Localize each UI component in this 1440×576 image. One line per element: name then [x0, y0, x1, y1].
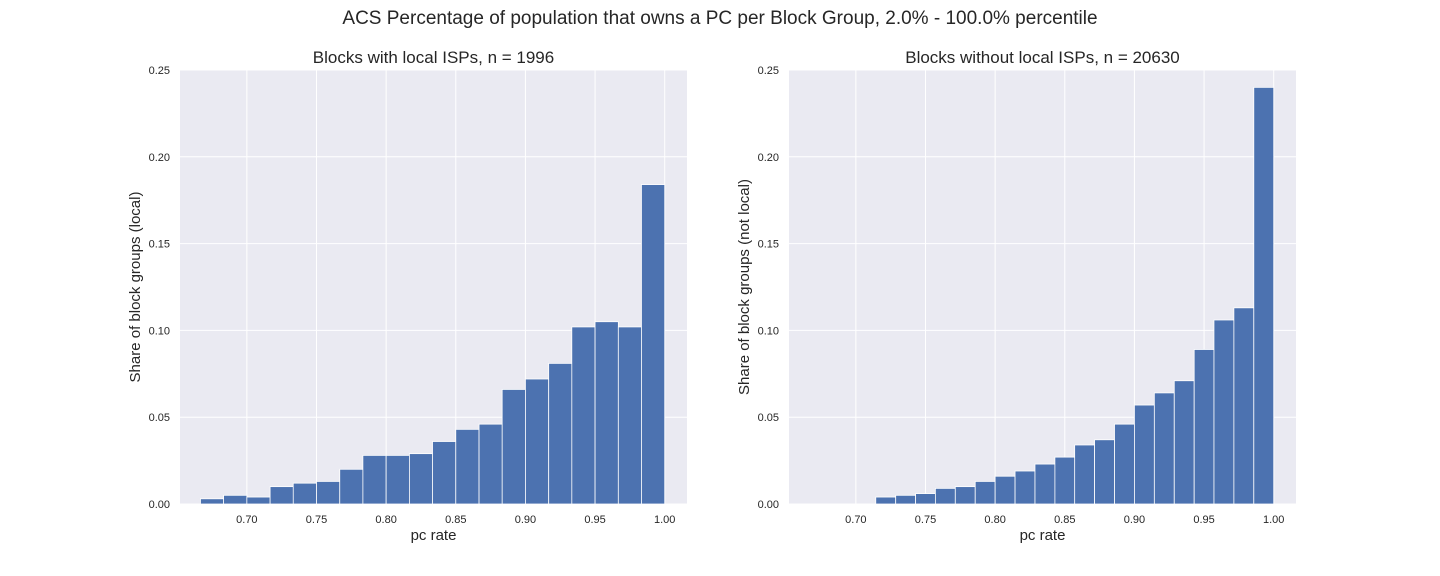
histogram-bar: [385, 454, 410, 505]
histogram-bar: [1054, 456, 1076, 505]
histogram-bar: [501, 389, 526, 505]
histogram-bar: [455, 428, 480, 505]
histogram-bar: [994, 475, 1016, 505]
histogram-bar: [292, 482, 317, 505]
histogram-bar: [525, 378, 550, 505]
histogram-bar: [409, 453, 434, 505]
histogram-bar: [594, 321, 619, 505]
histogram-bar: [875, 496, 897, 505]
histogram-bar: [246, 496, 271, 505]
histogram-bar: [223, 494, 248, 505]
panel-local: 0.00 0.05 0.10 0.15 0.20 0.25 0.70 0.75 0.80 0.85…: [127, 48, 687, 544]
histogram-bar: [1193, 349, 1215, 505]
histogram-bar: [954, 486, 976, 505]
y-tick-label: 0.20: [149, 152, 170, 164]
y-tick-label: 0.25: [758, 65, 779, 77]
y-tick-label: 0.15: [149, 239, 170, 251]
histogram-bar: [432, 441, 457, 505]
histogram-bar: [1114, 423, 1135, 505]
panel-title: Blocks with local ISPs, n = 1996: [313, 48, 554, 67]
x-tick-label: 0.85: [445, 514, 466, 526]
x-tick-label: 0.80: [984, 514, 1005, 526]
x-tick-label: 0.75: [915, 514, 936, 526]
y-tick-label: 0.00: [149, 499, 170, 511]
histogram-bar: [1253, 86, 1275, 505]
histogram-bar: [1134, 404, 1155, 505]
histogram-bar: [617, 326, 642, 505]
histogram-bar: [339, 468, 364, 505]
x-tick-label: 0.70: [845, 514, 866, 526]
x-tick-label: 0.90: [1124, 514, 1145, 526]
histogram-bar: [362, 454, 387, 505]
panel-title: Blocks without local ISPs, n = 20630: [905, 48, 1180, 67]
x-tick-label: 0.95: [1193, 514, 1214, 526]
x-tick-label: 1.00: [654, 514, 675, 526]
y-axis-label: Share of block groups (local): [127, 192, 144, 383]
y-axis-label: Share of block groups (not local): [736, 179, 753, 395]
histogram-bar: [1014, 470, 1036, 505]
x-tick-label: 0.95: [584, 514, 605, 526]
y-tick-label: 0.15: [758, 239, 779, 251]
histogram-bar: [1094, 439, 1115, 505]
y-tick-label: 0.05: [758, 412, 779, 424]
y-tick-label: 0.10: [758, 325, 779, 337]
histogram-bar: [1233, 307, 1255, 505]
histogram-bar: [571, 326, 596, 505]
y-tick-label: 0.10: [149, 325, 170, 337]
x-tick-label: 0.85: [1054, 514, 1075, 526]
histogram-bar: [1213, 319, 1235, 505]
histogram-bar: [200, 498, 225, 505]
histogram-bar: [895, 494, 917, 505]
y-tick-label: 0.00: [758, 499, 779, 511]
histogram-bar: [1034, 463, 1056, 505]
x-axis-label: pc rate: [411, 527, 457, 544]
y-tick-label: 0.05: [149, 412, 170, 424]
histogram-bar: [316, 481, 341, 505]
histogram-bar: [548, 362, 573, 505]
histogram-bar: [974, 481, 996, 505]
histogram-bar: [478, 423, 503, 505]
figure-title: ACS Percentage of population that owns a…: [342, 8, 1098, 29]
x-tick-label: 0.70: [236, 514, 257, 526]
histogram-bar: [934, 487, 956, 505]
histogram-bar: [641, 184, 666, 505]
x-axis-label: pc rate: [1020, 527, 1066, 544]
x-tick-label: 0.80: [375, 514, 396, 526]
histogram-bar: [915, 493, 936, 505]
y-tick-label: 0.25: [149, 65, 170, 77]
histogram-bar: [269, 486, 294, 505]
x-tick-label: 0.90: [515, 514, 536, 526]
histogram-bar: [1074, 444, 1095, 505]
panel-not-local: 0.00 0.05 0.10 0.15 0.20 0.25 0.70 0.75 0.80 0.85…: [736, 48, 1296, 544]
x-tick-label: 0.75: [306, 514, 327, 526]
histogram-bar: [1153, 392, 1175, 505]
x-tick-label: 1.00: [1263, 514, 1284, 526]
y-tick-label: 0.20: [758, 152, 779, 164]
histogram-bar: [1173, 380, 1195, 505]
